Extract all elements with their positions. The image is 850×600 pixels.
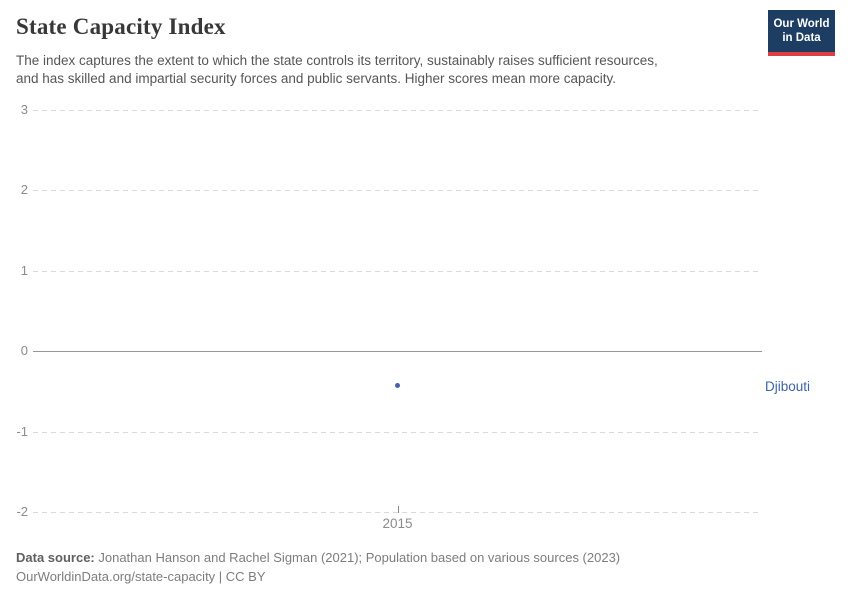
license-line: OurWorldinData.org/state-capacity | CC B… (16, 569, 266, 584)
owid-logo[interactable]: Our World in Data (768, 10, 835, 56)
data-source-label: Data source: (16, 550, 95, 565)
grid-line (33, 431, 762, 433)
data-point-djibouti[interactable] (395, 383, 400, 389)
y-tick-label: -1 (16, 423, 28, 439)
subtitle-line: and has skilled and impartial security f… (16, 71, 617, 86)
subtitle-line: The index captures the extent to which t… (16, 53, 658, 68)
y-tick-label: 1 (20, 262, 28, 278)
x-tick-label: 2015 (382, 516, 413, 531)
data-source-text: Jonathan Hanson and Rachel Sigman (2021)… (94, 550, 621, 565)
y-tick-label: -2 (16, 504, 28, 519)
grid-line (33, 270, 762, 272)
grid-line (33, 110, 762, 111)
data-source-line: Data source: Jonathan Hanson and Rachel … (16, 548, 620, 567)
entity-label-djibouti[interactable]: Djibouti (765, 378, 811, 394)
page-title: State Capacity Index (16, 14, 226, 39)
x-tick-mark (397, 506, 399, 513)
y-tick-label: 2 (20, 182, 28, 198)
y-tick-label: 3 (20, 102, 28, 117)
owid-logo-text: in Data (782, 31, 821, 44)
chart-footer: Data source: Jonathan Hanson and Rachel … (16, 548, 620, 586)
grid-line (33, 190, 762, 192)
y-tick-label: 0 (20, 343, 28, 359)
zero-axis-line (33, 351, 762, 353)
chart-subtitle: The index captures the extent to which t… (16, 52, 658, 88)
owid-logo-text: Our World (773, 18, 830, 30)
